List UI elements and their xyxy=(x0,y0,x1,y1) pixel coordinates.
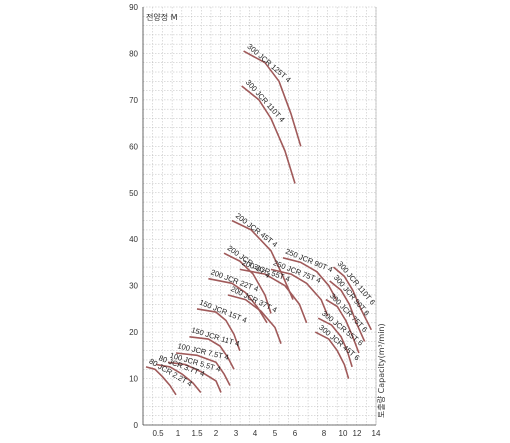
pump-curve xyxy=(239,268,308,324)
y-tick-label: 70 xyxy=(129,96,138,105)
pump-curve xyxy=(167,361,222,393)
y-tick-label: 0 xyxy=(134,421,139,430)
x-tick-label: 1 xyxy=(176,429,181,438)
x-tick-labels: 0.5 1 1.5 2 3 4 5 6 8 10 12 14 xyxy=(152,429,381,438)
x-tick-label: 2 xyxy=(214,429,219,438)
pump-curve xyxy=(243,50,302,147)
x-tick-label: 12 xyxy=(353,429,362,438)
x-tick-label: 8 xyxy=(322,429,327,438)
y-tick-label: 20 xyxy=(129,328,138,337)
x-tick-label: 0.5 xyxy=(152,429,164,438)
pump-curve xyxy=(314,331,350,379)
pump-curve xyxy=(145,366,177,396)
pump-curve xyxy=(208,277,268,324)
y-axis-title: 전양정 M xyxy=(146,12,178,22)
x-tick-label: 1.5 xyxy=(191,429,203,438)
pump-curve xyxy=(156,363,202,394)
pump-curve xyxy=(223,252,272,314)
pump-curve xyxy=(241,85,296,184)
x-tick-label: 6 xyxy=(293,429,298,438)
y-tick-label: 80 xyxy=(129,49,138,58)
pump-curve xyxy=(317,317,353,368)
pump-curve xyxy=(282,257,338,300)
pump-curves xyxy=(145,50,373,396)
pump-curve xyxy=(332,266,373,331)
x-tick-label: 3 xyxy=(234,429,239,438)
x-axis-title: 토출량 Capacity(m³/min) xyxy=(376,323,386,418)
y-tick-label: 10 xyxy=(129,375,138,384)
x-tick-label: 10 xyxy=(339,429,348,438)
y-tick-label: 40 xyxy=(129,235,138,244)
y-tick-label: 90 xyxy=(129,3,138,12)
pump-curve xyxy=(175,352,231,386)
axes xyxy=(142,7,377,426)
x-tick-label: 14 xyxy=(372,429,381,438)
pump-curve xyxy=(270,268,329,317)
pump-curve xyxy=(196,308,241,351)
y-tick-label: 30 xyxy=(129,282,138,291)
pump-curve xyxy=(231,219,294,300)
y-tick-label: 50 xyxy=(129,189,138,198)
y-tick-labels: 0 10 20 30 40 50 60 70 80 90 xyxy=(129,3,138,430)
pump-curve xyxy=(329,280,366,342)
pump-curve xyxy=(227,294,282,344)
pump-curve xyxy=(325,298,360,354)
y-tick-label: 60 xyxy=(129,142,138,151)
x-tick-label: 4 xyxy=(253,429,258,438)
pump-curve xyxy=(189,336,235,370)
x-tick-label: 5 xyxy=(273,429,278,438)
